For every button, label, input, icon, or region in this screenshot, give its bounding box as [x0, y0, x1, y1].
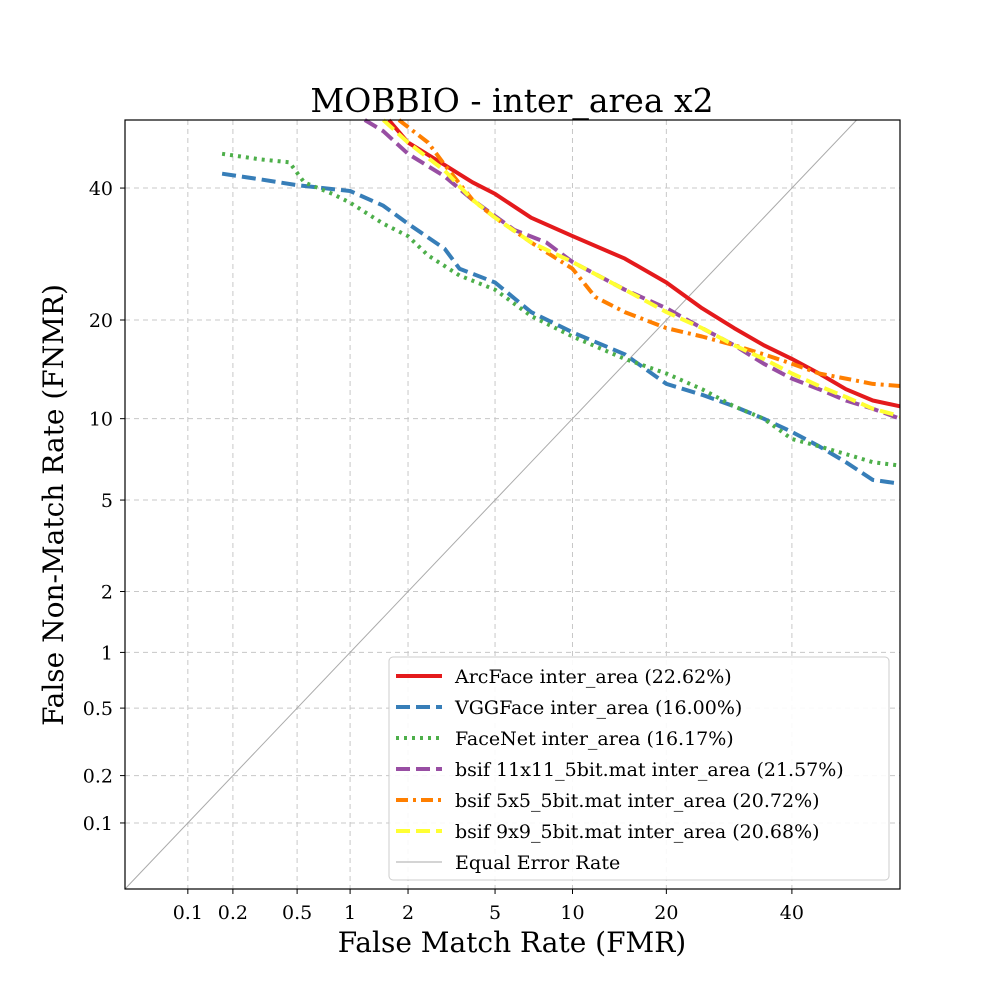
- x-axis-title: False Match Rate (FMR): [338, 926, 686, 959]
- y-tick-label-6: 10: [89, 409, 113, 431]
- series-line-5: [381, 118, 901, 419]
- legend-label-1: VGGFace inter_area (16.00%): [454, 697, 742, 719]
- axis-ticks: 0.1 0.2 0.5 1 2 5 10 20 40 0.1 0.2 0.5 1 2 5 10 20 40: [83, 178, 804, 924]
- legend-label-4: bsif 5x5_5bit.mat inter_area (20.72%): [455, 790, 820, 812]
- equal-error-rate-line: [124, 119, 858, 890]
- legend-label-6: Equal Error Rate: [455, 852, 620, 874]
- y-tick-label-3: 1: [101, 642, 113, 664]
- y-tick-label-8: 40: [89, 178, 113, 200]
- x-tick-label-4: 2: [402, 902, 414, 924]
- legend-label-3: bsif 11x11_5bit.mat inter_area (21.57%): [455, 759, 844, 781]
- legend-box: [388, 656, 890, 881]
- series-line-1: [221, 171, 901, 486]
- y-tick-label-5: 5: [101, 490, 113, 512]
- y-tick-label-0: 0.1: [83, 813, 113, 835]
- x-tick-label-7: 20: [654, 902, 678, 924]
- chart-title: MOBBIO - inter_area x2: [310, 81, 713, 121]
- series-lines: [221, 118, 901, 486]
- x-tick-label-5: 5: [489, 902, 501, 924]
- legend-label-5: bsif 9x9_5bit.mat inter_area (20.68%): [455, 821, 820, 843]
- plot-frame: [124, 119, 901, 890]
- series-line-3: [363, 118, 901, 421]
- x-tick-label-3: 1: [344, 902, 356, 924]
- legend: ArcFace inter_area (22.62%) VGGFace inter…: [388, 656, 890, 881]
- legend-label-0: ArcFace inter_area (22.62%): [454, 666, 732, 688]
- x-tick-label-0: 0.1: [173, 902, 203, 924]
- y-tick-label-7: 20: [89, 310, 113, 332]
- y-axis-title: False Non-Match Rate (FNMR): [37, 284, 70, 726]
- x-tick-label-6: 10: [560, 902, 584, 924]
- legend-label-2: FaceNet inter_area (16.17%): [455, 728, 734, 750]
- equal-error-rate-diagonal: [124, 119, 858, 890]
- y-tick-label-4: 2: [101, 582, 113, 604]
- y-tick-label-2: 0.5: [83, 698, 113, 720]
- y-tick-label-1: 0.2: [83, 766, 113, 788]
- series-line-2: [221, 151, 901, 468]
- x-tick-label-2: 0.5: [282, 902, 312, 924]
- x-tick-label-8: 40: [780, 902, 804, 924]
- series-line-0: [387, 118, 901, 409]
- x-tick-label-1: 0.2: [218, 902, 248, 924]
